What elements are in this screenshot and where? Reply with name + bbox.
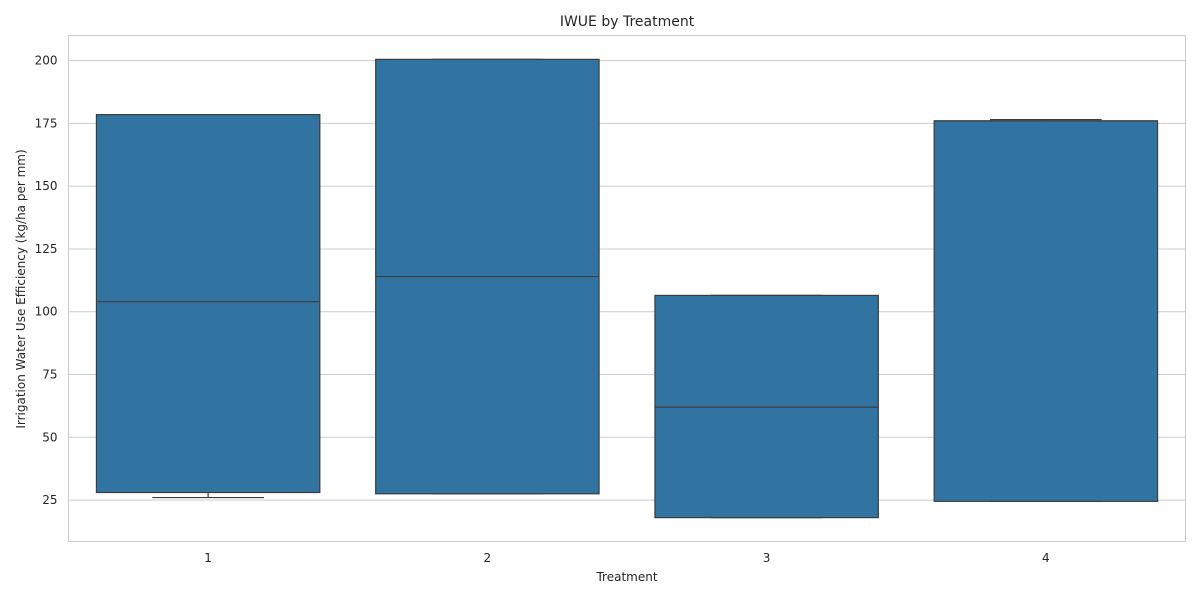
chart-title: IWUE by Treatment [560, 14, 695, 30]
box-series [95, 58, 1159, 519]
box-body [654, 294, 879, 519]
y-axis-title: Irrigation Water Use Efficiency (kg/ha p… [14, 149, 28, 428]
box-2 [375, 58, 600, 495]
x-tick-label: 3 [763, 551, 771, 565]
box-body [933, 120, 1159, 502]
x-tick-label: 4 [1042, 551, 1050, 565]
x-tick-label: 2 [484, 551, 492, 565]
y-tick-label: 75 [42, 368, 57, 382]
y-tick-labels: 25 50 75 100 125 150 175 200 [35, 54, 58, 507]
y-tick-label: 25 [42, 493, 57, 507]
x-tick-labels: 1 2 3 4 [204, 551, 1049, 565]
box-3 [654, 294, 879, 519]
y-tick-label: 150 [35, 179, 58, 193]
y-tick-label: 100 [35, 305, 58, 319]
y-tick-label: 175 [35, 116, 58, 130]
y-tick-label: 50 [42, 430, 57, 444]
box-body [95, 114, 321, 494]
box-4 [933, 119, 1159, 502]
x-tick-label: 1 [204, 551, 212, 565]
y-tick-label: 200 [35, 54, 58, 68]
x-axis-title: Treatment [595, 570, 657, 584]
y-tick-label: 125 [35, 242, 58, 256]
box-1 [95, 114, 321, 499]
